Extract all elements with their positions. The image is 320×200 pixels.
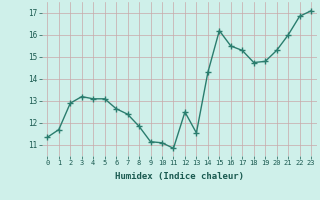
X-axis label: Humidex (Indice chaleur): Humidex (Indice chaleur) — [115, 172, 244, 181]
